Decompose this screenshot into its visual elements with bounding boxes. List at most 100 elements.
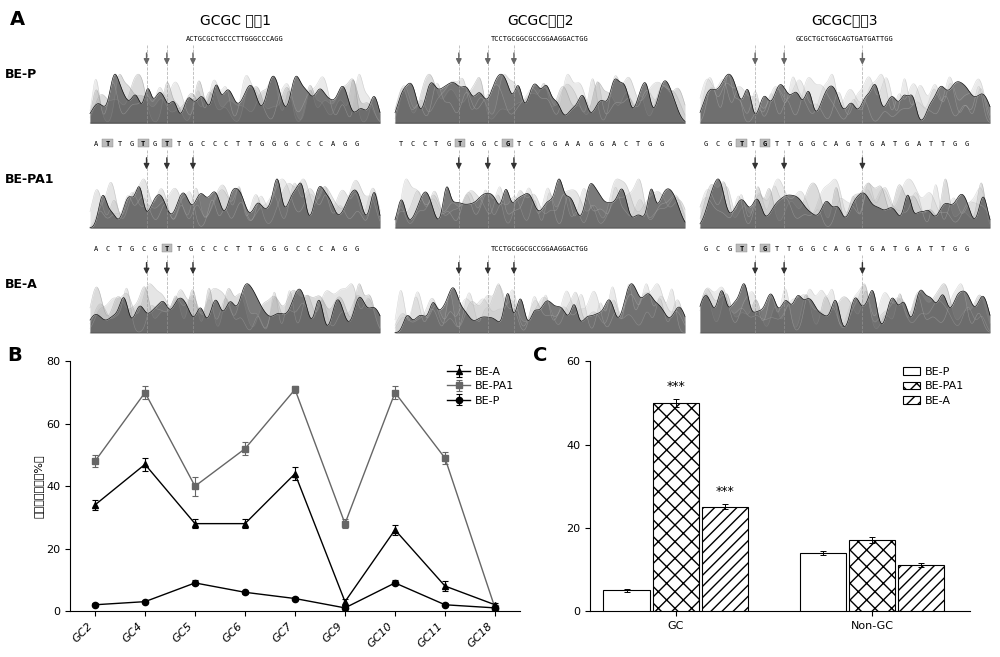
Text: BE-P: BE-P [5, 68, 37, 81]
Text: G: G [704, 246, 708, 252]
Text: C: C [716, 141, 720, 147]
Text: G: G [541, 141, 545, 147]
Text: G: G [260, 141, 264, 147]
Text: G: G [188, 141, 193, 147]
Text: T: T [941, 141, 945, 147]
Text: T: T [858, 246, 862, 252]
Text: G: G [129, 141, 134, 147]
Text: T: T [893, 141, 897, 147]
Bar [849, 540, 895, 611]
Text: G: G [870, 141, 874, 147]
Text: G: G [763, 141, 767, 147]
Text: T: T [248, 246, 252, 252]
Text: T: T [248, 141, 252, 147]
Text: G: G [153, 141, 157, 147]
Text: T: T [739, 246, 744, 252]
FancyBboxPatch shape [162, 244, 172, 252]
Text: G: G [342, 141, 347, 147]
Text: T: T [858, 141, 862, 147]
Text: A: A [576, 141, 581, 147]
Bar [702, 507, 748, 611]
FancyBboxPatch shape [455, 139, 465, 147]
Text: T: T [117, 246, 122, 252]
Text: G: G [354, 246, 358, 252]
Bar [898, 565, 944, 611]
Text: T: T [458, 141, 462, 147]
Text: GCGC 位点1: GCGC 位点1 [200, 14, 270, 28]
Text: G: G [553, 141, 557, 147]
Text: GCGCTGCTGGCAGTGATGATTGG: GCGCTGCTGGCAGTGATGATTGG [796, 36, 894, 42]
Text: C: C [822, 141, 826, 147]
Text: G: G [188, 246, 193, 252]
Text: A: A [94, 246, 98, 252]
Text: G: G [727, 246, 732, 252]
Text: C: C [624, 141, 628, 147]
Text: T: T [893, 246, 897, 252]
FancyBboxPatch shape [736, 139, 747, 147]
Text: G: G [600, 141, 604, 147]
Text: G: G [810, 246, 815, 252]
Text: C: C [533, 346, 547, 365]
Text: GCGC位点3: GCGC位点3 [812, 14, 878, 28]
Text: ACTGCGCTGCCCTTGGGCCCAGG: ACTGCGCTGCCCTTGGGCCCAGG [186, 36, 284, 42]
FancyBboxPatch shape [736, 244, 747, 252]
Text: T: T [751, 246, 755, 252]
Text: C: C [106, 246, 110, 252]
Text: T: T [739, 141, 744, 147]
Text: C: C [200, 141, 205, 147]
Bar [653, 403, 699, 611]
FancyBboxPatch shape [102, 139, 113, 147]
Text: ***: *** [666, 380, 685, 393]
Text: C: C [307, 246, 311, 252]
Text: T: T [775, 246, 779, 252]
Text: C: C [319, 141, 323, 147]
Text: A: A [10, 11, 25, 30]
Text: T: T [117, 141, 122, 147]
Text: G: G [129, 246, 134, 252]
Text: C: C [529, 141, 533, 147]
FancyBboxPatch shape [502, 139, 513, 147]
Y-axis label: 碳基编辑效率（%）: 碳基编辑效率（%） [33, 455, 43, 518]
Text: T: T [236, 141, 240, 147]
Text: G: G [659, 141, 663, 147]
Text: G: G [798, 141, 803, 147]
Text: G: G [870, 246, 874, 252]
Text: G: G [446, 141, 450, 147]
Text: C: C [422, 141, 427, 147]
Text: G: G [588, 141, 592, 147]
Text: C: C [319, 246, 323, 252]
Text: C: C [822, 246, 826, 252]
Text: A: A [331, 141, 335, 147]
Text: T: T [236, 246, 240, 252]
Text: G: G [905, 141, 909, 147]
Text: G: G [798, 246, 803, 252]
Legend: BE-A, BE-PA1, BE-P: BE-A, BE-PA1, BE-P [447, 367, 514, 406]
Text: C: C [200, 246, 205, 252]
Text: T: T [177, 141, 181, 147]
Text: A: A [881, 246, 886, 252]
Text: T: T [106, 141, 110, 147]
Text: C: C [411, 141, 415, 147]
Text: T: T [434, 141, 439, 147]
Text: C: C [307, 141, 311, 147]
FancyBboxPatch shape [760, 244, 770, 252]
Text: G: G [283, 246, 287, 252]
Text: G: G [482, 141, 486, 147]
Text: A: A [917, 141, 921, 147]
Text: T: T [751, 141, 755, 147]
Text: C: C [716, 246, 720, 252]
Text: G: G [846, 246, 850, 252]
Text: T: T [165, 246, 169, 252]
Text: A: A [881, 141, 886, 147]
Text: A: A [612, 141, 616, 147]
Text: C: C [212, 141, 216, 147]
Bar [800, 553, 846, 611]
FancyBboxPatch shape [162, 139, 172, 147]
Text: A: A [565, 141, 569, 147]
Text: G: G [354, 141, 358, 147]
Text: T: T [141, 141, 145, 147]
Text: GCGC位点2: GCGC位点2 [507, 14, 573, 28]
Text: T: T [787, 246, 791, 252]
Text: T: T [636, 141, 640, 147]
Text: C: C [141, 246, 145, 252]
